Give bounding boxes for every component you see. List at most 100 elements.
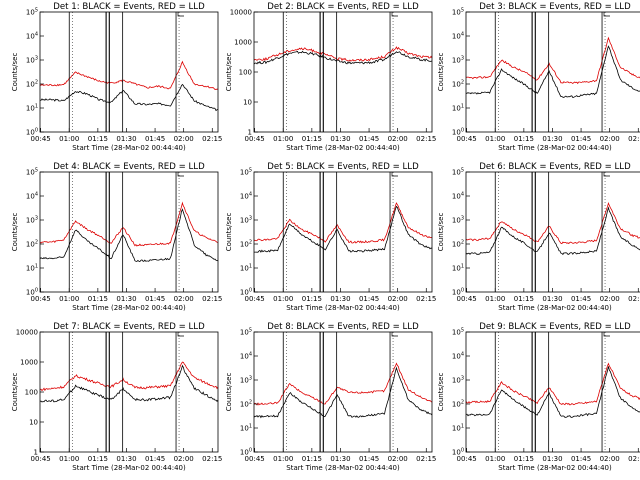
x-tick-label: 01:00: [59, 455, 79, 463]
y-tick-label: 105: [452, 8, 464, 17]
x-tick-label: 00:45: [245, 455, 265, 463]
x-tick-label: 01:30: [542, 455, 562, 463]
y-tick-label: 103: [452, 376, 464, 385]
x-tick-label: 02:00: [174, 295, 194, 303]
series-line-events-black: [465, 366, 640, 418]
x-tick-label: 02:15: [628, 455, 640, 463]
series-line-lld-red: [39, 201, 219, 247]
chart-panel-det5: Det 5: BLACK = Events, RED = LLD 00:45 01:…: [225, 162, 436, 312]
x-tick-label: 00:45: [31, 295, 51, 303]
y-axis-label: Counts/sec: [225, 213, 233, 252]
chart-panel-det3: Det 3: BLACK = Events, RED = LLD 00:45 01:…: [437, 2, 640, 152]
x-tick-label: 02:15: [202, 295, 222, 303]
x-tick-label: 02:00: [388, 455, 408, 463]
x-tick-label: 02:15: [416, 295, 436, 303]
range-bracket-mark: [391, 12, 398, 17]
x-tick-label: 01:30: [116, 135, 136, 143]
x-axis-label: Start Time (28-Mar-02 00:44:40): [498, 304, 612, 312]
range-bracket-mark: [603, 332, 610, 337]
y-tick-label: 100: [240, 448, 252, 457]
y-tick-label: 105: [452, 168, 464, 177]
x-tick-label: 01:30: [330, 295, 350, 303]
y-tick-label: 100: [240, 288, 252, 297]
y-axis-label: Counts/sec: [437, 213, 445, 252]
y-tick-label: 102: [240, 400, 252, 409]
plot-frame: [39, 171, 219, 293]
x-tick-label: 00:45: [457, 295, 477, 303]
y-tick-label: 104: [452, 192, 464, 201]
series-line-events-black: [465, 206, 640, 256]
x-axis-label: Start Time (28-Mar-02 00:44:40): [72, 304, 186, 312]
y-axis-label: Counts/sec: [11, 213, 19, 252]
y-tick-label: 100: [452, 448, 464, 457]
x-axis-label: Start Time (28-Mar-02 00:44:40): [286, 304, 400, 312]
x-tick-label: 01:15: [514, 135, 534, 143]
chart-panel-det7: Det 7: BLACK = Events, RED = LLD 00:45 01:…: [11, 322, 222, 472]
plot-frame: [465, 171, 640, 293]
y-axis-label: Counts/sec: [225, 53, 233, 92]
chart-panel-det2: Det 2: BLACK = Events, RED = LLD 00:45 01:…: [225, 2, 436, 152]
x-tick-label: 02:15: [628, 135, 640, 143]
y-tick-label: 102: [452, 400, 464, 409]
x-axis-label: Start Time (28-Mar-02 00:44:40): [286, 144, 400, 152]
range-bracket-mark: [177, 332, 184, 337]
plot-frame: [465, 331, 640, 453]
y-tick-label: 102: [26, 240, 38, 249]
x-tick-label: 01:15: [302, 455, 322, 463]
y-axis-label: Counts/sec: [11, 53, 19, 92]
x-tick-label: 02:00: [600, 295, 620, 303]
x-tick-label: 02:15: [416, 455, 436, 463]
x-tick-label: 01:45: [359, 135, 379, 143]
y-tick-label: 1000: [20, 359, 38, 367]
y-tick-label: 100: [239, 69, 252, 77]
x-tick-label: 01:45: [145, 135, 165, 143]
y-tick-label: 101: [26, 264, 38, 273]
chart-title: Det 9: BLACK = Events, RED = LLD: [479, 322, 631, 332]
x-tick-label: 02:00: [388, 135, 408, 143]
series-line-lld-red: [465, 36, 640, 85]
x-tick-label: 02:15: [202, 135, 222, 143]
x-tick-label: 02:15: [416, 135, 436, 143]
y-tick-label: 101: [240, 264, 252, 273]
series-line-events-black: [39, 208, 219, 262]
series-line-lld-red: [253, 46, 433, 62]
x-tick-label: 02:00: [174, 135, 194, 143]
x-tick-label: 01:15: [302, 135, 322, 143]
x-tick-label: 01:30: [542, 295, 562, 303]
x-tick-label: 00:45: [457, 455, 477, 463]
series-line-lld-red: [465, 362, 640, 406]
y-tick-label: 100: [26, 128, 38, 137]
y-tick-label: 103: [240, 216, 252, 225]
range-bracket-mark: [603, 172, 610, 177]
chart-title: Det 1: BLACK = Events, RED = LLD: [53, 2, 205, 12]
y-tick-label: 105: [240, 328, 252, 337]
plot-frame: [39, 331, 219, 453]
y-tick-label: 101: [452, 264, 464, 273]
x-tick-label: 01:30: [116, 455, 136, 463]
x-tick-label: 01:45: [359, 455, 379, 463]
chart-title: Det 8: BLACK = Events, RED = LLD: [267, 322, 419, 332]
y-tick-label: 104: [452, 352, 464, 361]
chart-title: Det 2: BLACK = Events, RED = LLD: [267, 2, 419, 12]
plot-frame: [253, 171, 433, 293]
y-tick-label: 102: [452, 240, 464, 249]
series-line-events-black: [465, 45, 640, 98]
chart-title: Det 7: BLACK = Events, RED = LLD: [53, 322, 205, 332]
x-tick-label: 01:15: [302, 295, 322, 303]
x-tick-label: 01:00: [273, 295, 293, 303]
x-tick-label: 00:45: [31, 135, 51, 143]
y-tick-label: 103: [452, 56, 464, 65]
x-tick-label: 01:30: [330, 455, 350, 463]
y-tick-label: 10000: [16, 329, 38, 337]
x-tick-label: 02:00: [600, 135, 620, 143]
x-tick-label: 01:00: [485, 295, 505, 303]
range-bracket-mark: [177, 172, 184, 177]
chart-panel-det8: Det 8: BLACK = Events, RED = LLD 00:45 01:…: [225, 322, 436, 472]
y-tick-label: 103: [26, 56, 38, 65]
y-axis-label: Counts/sec: [437, 373, 445, 412]
x-tick-label: 01:00: [59, 135, 79, 143]
x-tick-label: 01:30: [542, 135, 562, 143]
plot-frame: [253, 11, 433, 133]
y-tick-label: 100: [452, 288, 464, 297]
chart-panel-det4: Det 4: BLACK = Events, RED = LLD 00:45 01:…: [11, 162, 222, 312]
